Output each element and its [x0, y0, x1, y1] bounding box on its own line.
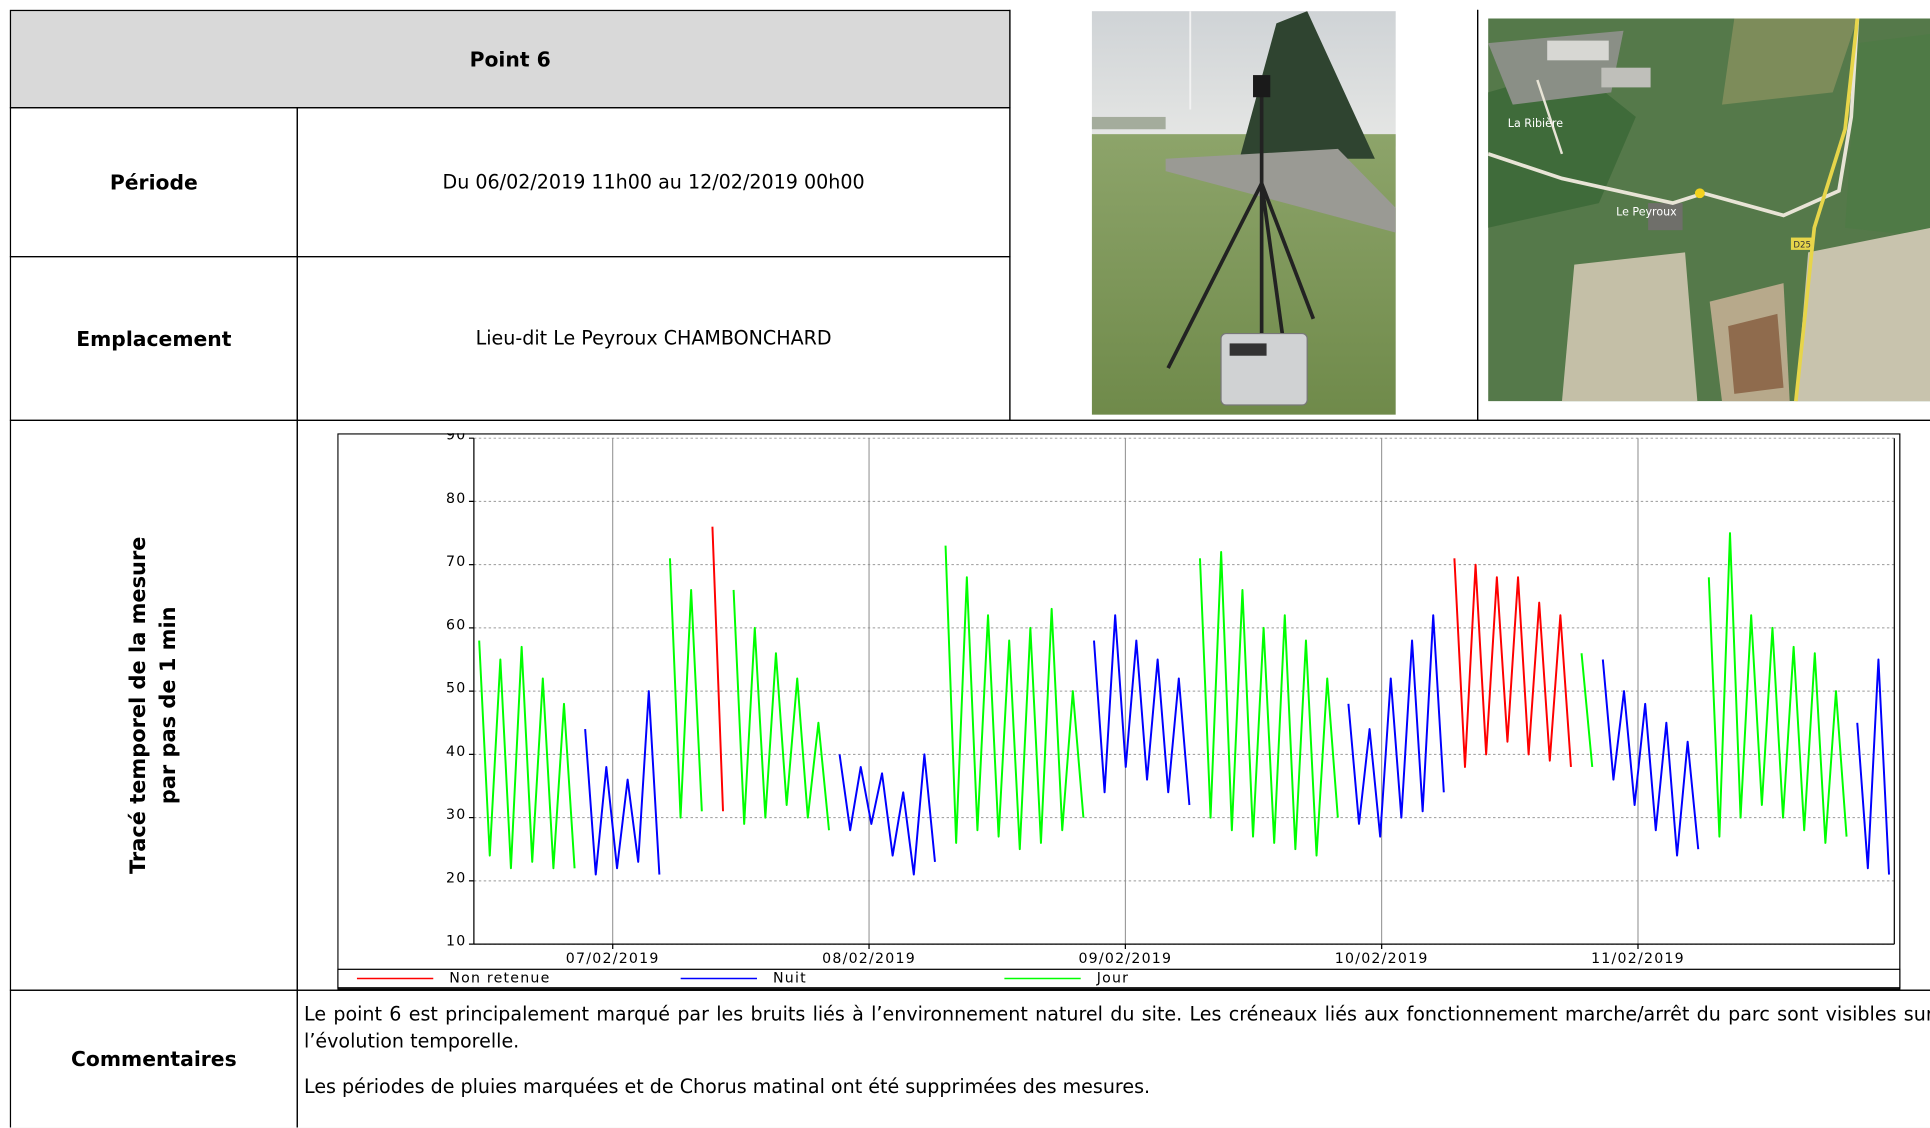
legend-box — [337, 968, 1901, 989]
y-tick-label: 80 — [446, 491, 466, 507]
title-cell: Point 6 — [9, 9, 1011, 109]
y-tick-label: 50 — [446, 681, 466, 697]
y-tick-label: 40 — [446, 744, 466, 760]
series-line — [584, 614, 1890, 876]
chart: 10 20 30 40 50 60 70 80 90 07/02/2019 08/02/2019 09… — [337, 433, 1901, 990]
title: Point 6 — [469, 47, 551, 71]
label-cell: Commentaires — [9, 989, 298, 1128]
site-map: La Ribière Le Peyroux D25 — [1488, 18, 1930, 402]
y-tick-label: 90 — [446, 433, 466, 443]
comments: Le point 6 est principalement marqué par… — [304, 1001, 1930, 1119]
x-tick-label: 07/02/2019 — [566, 951, 660, 967]
photo-cell — [1009, 9, 1479, 421]
y-tick-label: 70 — [446, 554, 466, 570]
y-tick-label: 20 — [446, 870, 466, 886]
x-tick-label: 09/02/2019 — [1078, 951, 1172, 967]
series-line — [711, 526, 1572, 812]
value-cell: Du 06/02/2019 11h00 au 12/02/2019 00h00 — [296, 107, 1011, 258]
y-tick-label: 10 — [446, 934, 466, 950]
label-cell: Période — [9, 107, 298, 258]
row-label: Emplacement — [76, 326, 232, 351]
x-tick-label: 10/02/2019 — [1335, 951, 1429, 967]
chart-frame — [337, 433, 1901, 990]
row-value: Du 06/02/2019 11h00 au 12/02/2019 00h00 — [442, 171, 865, 194]
series-line — [478, 532, 1848, 870]
section-label: Tracé temporel de la mesure par pas de 1… — [124, 422, 183, 988]
map-label: La Ribière — [1508, 117, 1563, 130]
label-cell: Tracé temporel de la mesure par pas de 1… — [9, 419, 298, 991]
map-cell: La Ribière Le Peyroux D25 — [1477, 9, 1930, 421]
comments-label: Commentaires — [71, 1047, 237, 1071]
chart-cell: 10 20 30 40 50 60 70 80 90 07/02/2019 08/02/2019 09… — [296, 419, 1930, 991]
value-cell: Lieu-dit Le Peyroux CHAMBONCHARD — [296, 256, 1011, 421]
legend-label: Non retenue — [449, 971, 550, 987]
label-line: par pas de 1 min — [156, 606, 181, 805]
row-value: Lieu-dit Le Peyroux CHAMBONCHARD — [475, 327, 832, 350]
paragraph: Le point 6 est principalement marqué par… — [304, 1003, 1930, 1053]
x-tick-label: 11/02/2019 — [1591, 951, 1685, 967]
comments-cell: Le point 6 est principalement marqué par… — [296, 989, 1930, 1128]
row-label: Période — [109, 170, 198, 194]
paragraph: Les périodes de pluies marquées et de Ch… — [304, 1075, 1151, 1098]
label-line: Tracé temporel de la mesure — [126, 536, 152, 875]
map-label: Le Peyroux — [1616, 205, 1677, 218]
legend-label: Nuit — [773, 971, 807, 987]
x-tick-label: 08/02/2019 — [822, 951, 916, 967]
map-label: D25 — [1793, 240, 1811, 250]
label-cell: Emplacement — [9, 256, 298, 421]
y-tick-label: 30 — [446, 807, 466, 823]
legend-label: Jour — [1096, 971, 1130, 987]
site-photo — [1091, 11, 1396, 415]
y-tick-label: 60 — [446, 617, 466, 633]
